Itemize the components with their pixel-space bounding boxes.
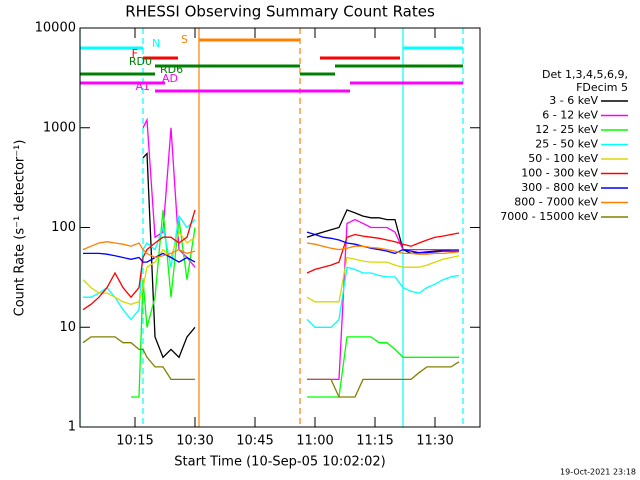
flag-label: N	[152, 37, 160, 50]
legend-label: 7000 - 15000 keV	[500, 210, 598, 223]
legend-label: 25 - 50 keV	[535, 138, 598, 151]
x-tick-label: 11:15	[356, 434, 393, 449]
series-line	[142, 152, 459, 359]
y-tick-label: 10	[59, 320, 76, 335]
legend-label: 50 - 100 keV	[528, 152, 598, 165]
series-line	[83, 214, 460, 328]
y-tick-label: 1000	[43, 120, 76, 135]
series-line	[131, 209, 459, 398]
footer-date: 19-Oct-2021 23:18	[560, 468, 636, 477]
flag-label: RD0	[129, 55, 152, 68]
x-tick-label: 11:00	[296, 434, 333, 449]
y-tick-label: 10000	[35, 21, 76, 36]
legend-label: 100 - 300 keV	[521, 167, 598, 180]
legend-label: 12 - 25 keV	[535, 123, 598, 136]
legend-title: FDecim 5	[576, 81, 628, 94]
legend-label: 6 - 12 keV	[542, 109, 598, 122]
legend-title: Det 1,3,4,5,6,9,	[542, 68, 628, 81]
series-line	[82, 241, 460, 259]
x-tick-label: 11:30	[416, 434, 453, 449]
legend-label: 300 - 800 keV	[521, 181, 598, 194]
legend-label: 3 - 6 keV	[549, 94, 598, 107]
series-line	[83, 231, 459, 263]
y-tick-label: 1	[68, 420, 76, 435]
x-tick-label: 10:30	[176, 434, 213, 449]
plot-frame	[79, 27, 481, 428]
flag-label: AD	[162, 72, 178, 85]
flag-label: S	[181, 33, 188, 46]
x-tick-label: 10:45	[236, 434, 273, 449]
flag-label: A1	[135, 80, 150, 93]
legend-label: 800 - 7000 keV	[514, 196, 598, 209]
series-line	[142, 117, 459, 381]
y-tick-label: 100	[51, 220, 76, 235]
x-axis-label: Start Time (10-Sep-05 10:02:02)	[174, 455, 385, 470]
chart-title: RHESSI Observing Summary Count Rates	[125, 3, 435, 21]
series-line	[82, 209, 460, 311]
y-axis-label: Count Rate (s⁻¹ detector⁻¹)	[13, 140, 28, 317]
flag-label: RD6	[160, 63, 183, 76]
series-line	[82, 336, 460, 398]
x-tick-label: 10:15	[116, 434, 153, 449]
flag-label: F	[132, 47, 138, 60]
